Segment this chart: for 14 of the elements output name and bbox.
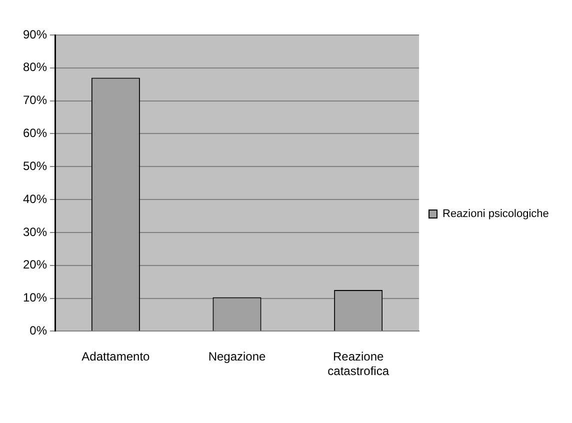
x-tick-label: Adattamento [82,350,150,364]
y-tick-label: 10% [22,290,48,305]
y-tick-label: 0% [30,324,48,338]
x-tick-label: Negazione [208,350,266,364]
y-tick-label: 40% [22,192,48,206]
y-tick-label: 80% [22,60,48,74]
legend-label: Reazioni psicologiche [442,208,549,220]
y-tick-label: 30% [22,224,48,239]
y-tick-label: 20% [22,258,48,272]
y-tick-label: 70% [22,93,48,108]
y-tick-label: 60% [22,126,48,140]
y-tick-label: 50% [22,158,48,173]
x-tick-label: Reazione catastrofica [328,350,390,378]
y-tick-label: 90% [22,27,48,42]
